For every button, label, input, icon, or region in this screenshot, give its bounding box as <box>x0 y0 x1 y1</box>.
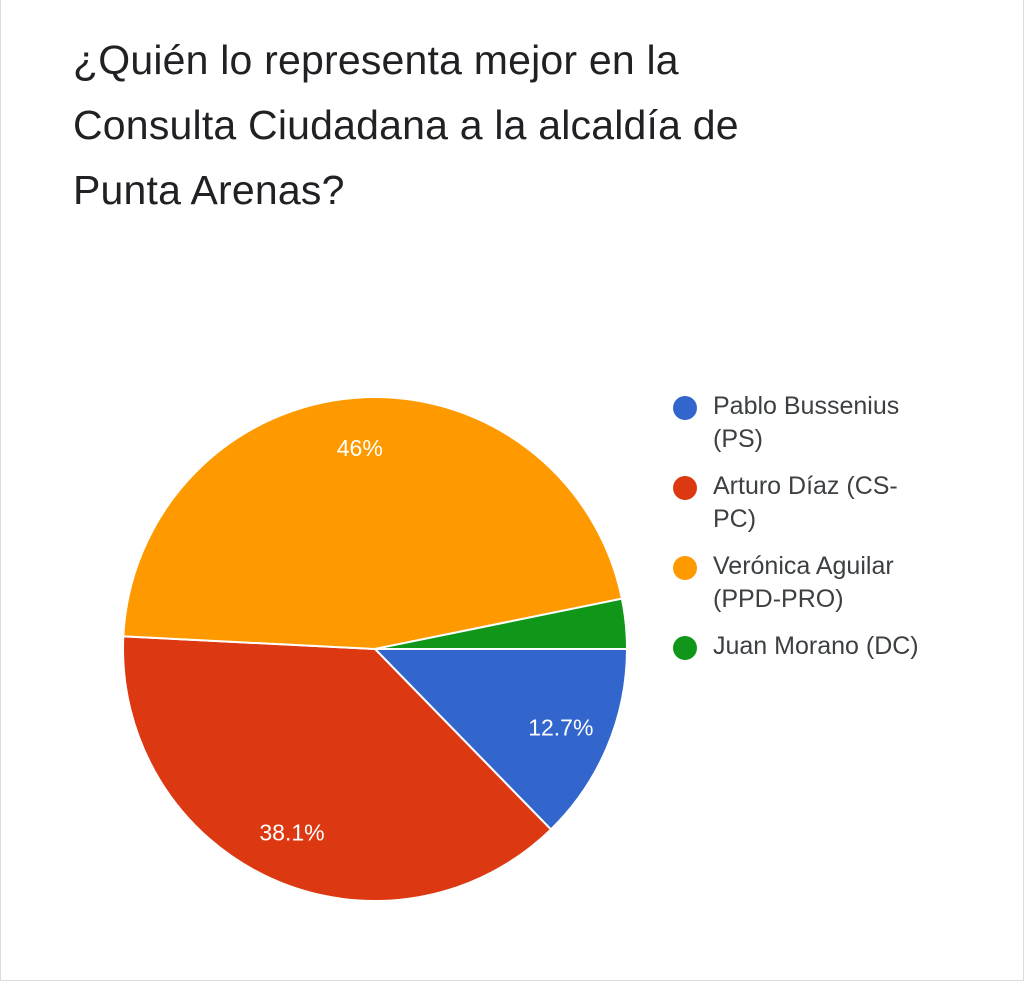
pie-slice-juan-morano[interactable] <box>374 597 629 650</box>
chart-title: ¿Quién lo representa mejor en la Consult… <box>73 28 933 223</box>
legend-swatch-pablo-bussenius <box>673 396 697 420</box>
legend-swatch-veronica-aguilar <box>673 556 697 580</box>
pie-slice-arturo-diaz[interactable] <box>122 635 553 902</box>
pie-slice-pablo-bussenius[interactable] <box>372 648 629 831</box>
pie-label-veronica-aguilar: 46% <box>337 435 383 461</box>
legend-item-veronica-aguilar[interactable]: Verónica Aguilar (PPD-PRO) <box>673 550 993 616</box>
pie-label-pablo-bussenius: 12.7% <box>528 714 593 740</box>
chart-title-line-3: Punta Arenas? <box>73 167 345 213</box>
chart-legend: Pablo Bussenius (PS) Arturo Díaz (CS- PC… <box>673 390 993 677</box>
legend-item-pablo-bussenius[interactable]: Pablo Bussenius (PS) <box>673 390 993 456</box>
legend-label: Arturo Díaz (CS- PC) <box>713 472 898 533</box>
legend-label: Verónica Aguilar (PPD-PRO) <box>713 552 894 613</box>
chart-title-line-2: Consulta Ciudadana a la alcaldía de <box>73 102 739 148</box>
legend-item-arturo-diaz[interactable]: Arturo Díaz (CS- PC) <box>673 470 993 536</box>
legend-swatch-arturo-diaz <box>673 476 697 500</box>
legend-label: Juan Morano (DC) <box>713 632 919 660</box>
legend-swatch-juan-morano <box>673 636 697 660</box>
pie-slice-veronica-aguilar[interactable] <box>122 396 624 651</box>
pie-label-arturo-diaz: 38.1% <box>259 820 324 846</box>
legend-label: Pablo Bussenius (PS) <box>713 392 900 453</box>
legend-item-juan-morano[interactable]: Juan Morano (DC) <box>673 630 993 663</box>
chart-title-line-1: ¿Quién lo representa mejor en la <box>73 37 679 83</box>
